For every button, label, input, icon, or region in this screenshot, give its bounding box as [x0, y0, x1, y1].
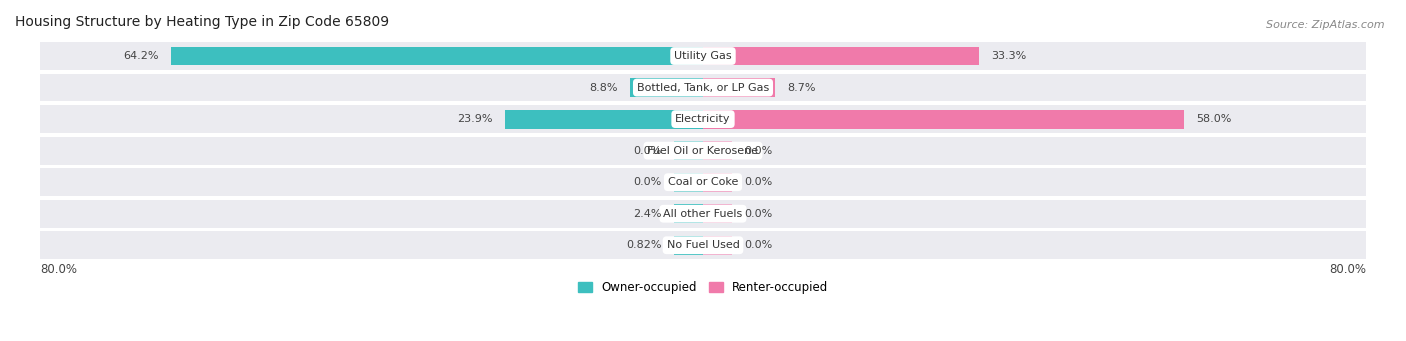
Text: 0.82%: 0.82% [626, 240, 662, 250]
Bar [39, 105, 1367, 133]
Text: Coal or Coke: Coal or Coke [668, 177, 738, 187]
Text: Bottled, Tank, or LP Gas: Bottled, Tank, or LP Gas [637, 83, 769, 92]
Text: 58.0%: 58.0% [1197, 114, 1232, 124]
Bar [703, 47, 979, 65]
Text: All other Fuels: All other Fuels [664, 209, 742, 219]
Text: 64.2%: 64.2% [122, 51, 159, 61]
Text: 8.7%: 8.7% [787, 83, 815, 92]
Text: 33.3%: 33.3% [991, 51, 1026, 61]
Text: Source: ZipAtlas.com: Source: ZipAtlas.com [1267, 20, 1385, 30]
Legend: Owner-occupied, Renter-occupied: Owner-occupied, Renter-occupied [572, 277, 834, 299]
Bar [673, 173, 703, 192]
Bar [39, 137, 1367, 164]
Bar [703, 173, 733, 192]
Bar [39, 232, 1367, 259]
Bar [39, 200, 1367, 227]
Text: 0.0%: 0.0% [633, 177, 662, 187]
Bar [39, 74, 1367, 101]
Text: 0.0%: 0.0% [744, 146, 773, 155]
Bar [673, 204, 703, 223]
Bar [39, 42, 1367, 70]
Bar [505, 110, 703, 129]
Text: 0.0%: 0.0% [744, 240, 773, 250]
Text: 8.8%: 8.8% [589, 83, 617, 92]
Bar [703, 236, 733, 255]
Bar [703, 204, 733, 223]
Bar [172, 47, 703, 65]
Text: No Fuel Used: No Fuel Used [666, 240, 740, 250]
Bar [703, 78, 775, 97]
Bar [630, 78, 703, 97]
Bar [703, 110, 1184, 129]
Bar [673, 141, 703, 160]
Text: 0.0%: 0.0% [633, 146, 662, 155]
Bar [39, 168, 1367, 196]
Text: 80.0%: 80.0% [1329, 263, 1367, 276]
Text: 0.0%: 0.0% [744, 209, 773, 219]
Text: Housing Structure by Heating Type in Zip Code 65809: Housing Structure by Heating Type in Zip… [15, 15, 389, 29]
Text: Fuel Oil or Kerosene: Fuel Oil or Kerosene [647, 146, 759, 155]
Text: Electricity: Electricity [675, 114, 731, 124]
Text: 23.9%: 23.9% [457, 114, 492, 124]
Text: Utility Gas: Utility Gas [675, 51, 731, 61]
Text: 0.0%: 0.0% [744, 177, 773, 187]
Text: 80.0%: 80.0% [39, 263, 77, 276]
Bar [703, 141, 733, 160]
Bar [673, 236, 703, 255]
Text: 2.4%: 2.4% [633, 209, 662, 219]
